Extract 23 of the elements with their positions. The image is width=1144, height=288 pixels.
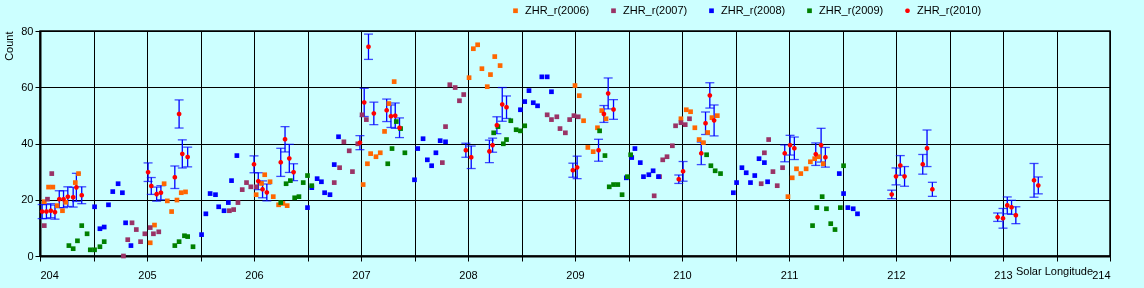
x-tick-label: 211 [780, 268, 799, 281]
y-tick-label: 0 [27, 249, 34, 262]
legend-label: ZHR_r(2007) [623, 3, 688, 16]
x-tick-label: 208 [459, 268, 478, 281]
y-tick-label: 20 [21, 193, 34, 206]
y-tick-label: 60 [21, 80, 34, 93]
x-tick-label: 212 [887, 268, 906, 281]
x-tick-label: 206 [245, 268, 264, 281]
x-tick-label: 214 [1092, 268, 1111, 281]
y-tick-label: 80 [21, 24, 34, 37]
legend-label: ZHR_r(2009) [819, 3, 884, 16]
x-axis-title: Solar Longitude [1015, 264, 1094, 277]
legend-label: ZHR_r(2008) [721, 3, 786, 16]
x-tick-label: 213 [994, 268, 1013, 281]
legend-label: ZHR_r(2006) [525, 3, 590, 16]
x-tick-label: 205 [138, 268, 157, 281]
x-tick-label: 204 [40, 268, 59, 281]
x-tick-label: 210 [673, 268, 692, 281]
legend-label: ZHR_r(2010) [917, 3, 982, 16]
y-tick-label: 40 [21, 137, 34, 149]
x-tick-label: 209 [566, 268, 585, 281]
y-axis-title: Count [3, 31, 16, 61]
x-tick-label: 207 [352, 268, 371, 281]
